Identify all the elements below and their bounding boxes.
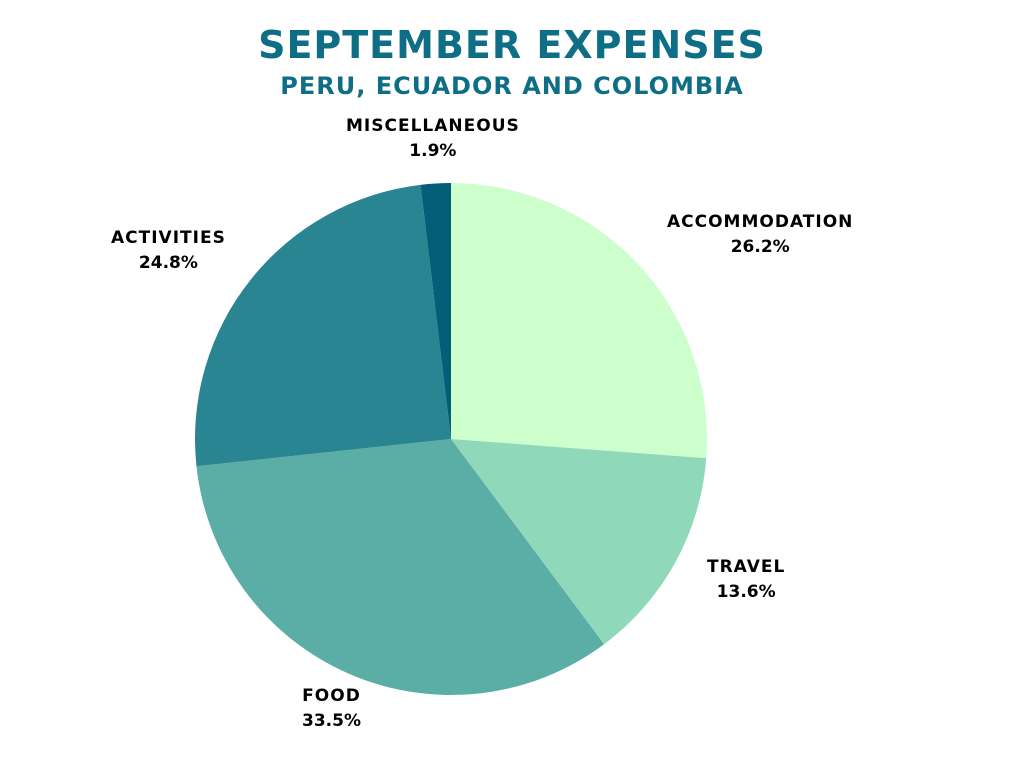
slice-label-food: FOOD 33.5% bbox=[302, 684, 361, 734]
slice-label-miscellaneous: MISCELLANEOUS 1.9% bbox=[346, 114, 520, 164]
slice-label-name: FOOD bbox=[302, 686, 361, 706]
pie-slice-food bbox=[196, 439, 605, 695]
slice-label-value: 33.5% bbox=[302, 711, 361, 731]
slice-label-name: TRAVEL bbox=[707, 557, 786, 577]
slice-label-accommodation: ACCOMMODATION 26.2% bbox=[667, 210, 853, 260]
pie-slice-accommodation bbox=[451, 183, 707, 459]
slice-label-value: 26.2% bbox=[730, 237, 790, 257]
slice-label-name: MISCELLANEOUS bbox=[346, 116, 520, 136]
pie-slice-miscellaneous bbox=[420, 183, 451, 439]
pie-slice-travel bbox=[451, 439, 707, 645]
chart-subtitle: PERU, ECUADOR AND COLOMBIA bbox=[280, 72, 744, 100]
pie-slice-activities bbox=[195, 184, 451, 467]
slice-label-name: ACCOMMODATION bbox=[667, 212, 854, 232]
slice-label-value: 24.8% bbox=[138, 253, 198, 273]
slice-label-value: 1.9% bbox=[409, 141, 457, 161]
chart-title: SEPTEMBER EXPENSES bbox=[258, 23, 766, 67]
slice-label-activities: ACTIVITIES 24.8% bbox=[111, 226, 226, 276]
slice-label-value: 13.6% bbox=[716, 582, 776, 602]
slice-label-travel: TRAVEL 13.6% bbox=[707, 555, 785, 605]
slice-label-name: ACTIVITIES bbox=[111, 228, 226, 248]
